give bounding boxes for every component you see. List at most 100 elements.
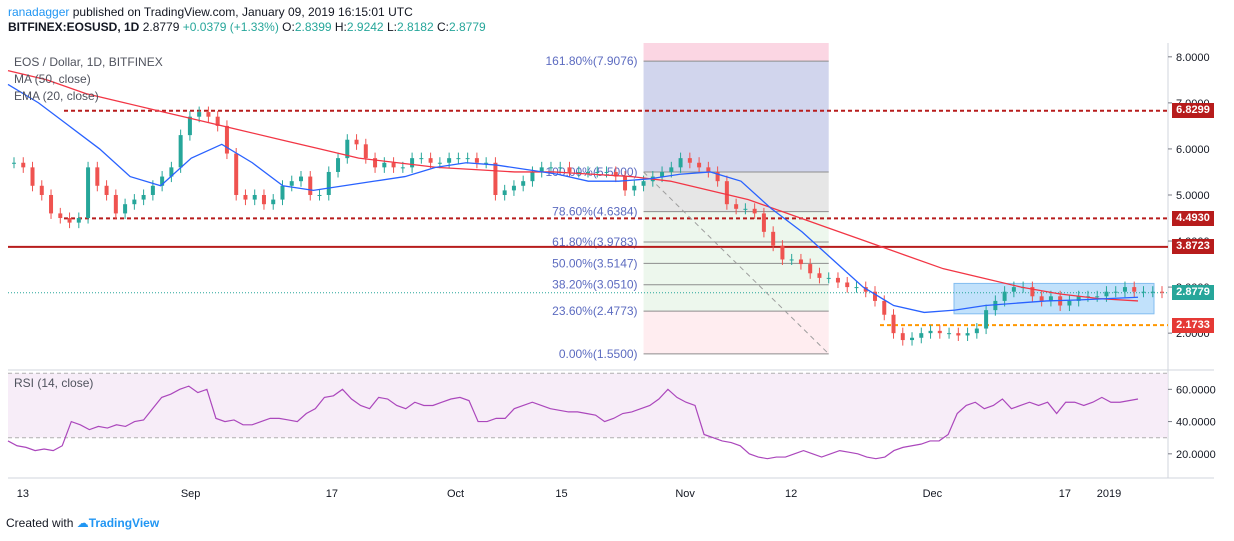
candle: [58, 213, 63, 219]
rsi-legend: RSI (14, close): [14, 376, 94, 390]
footer: Created with ☁TradingView: [6, 516, 159, 530]
candle: [1104, 291, 1109, 297]
candle: [845, 282, 850, 288]
candle: [900, 333, 905, 341]
publish-line: ranadagger published on TradingView.com,…: [8, 5, 486, 20]
candle: [613, 171, 618, 177]
candle: [1011, 287, 1016, 292]
candle: [419, 158, 424, 160]
candle: [141, 194, 146, 200]
candle: [299, 176, 303, 182]
candle: [39, 185, 44, 195]
fib-level-label: 50.00%(3.5147): [552, 256, 637, 270]
candle: [835, 277, 840, 283]
candle: [641, 181, 646, 186]
candle: [817, 273, 822, 278]
candle: [826, 277, 831, 279]
candle: [197, 112, 202, 117]
price-label-2.8779: 2.8779: [1172, 285, 1214, 301]
candle: [937, 330, 942, 334]
last-price: 2.8779: [142, 20, 180, 34]
candle: [604, 171, 609, 173]
candle: [215, 116, 220, 126]
quote-line: BITFINEX:EOSUSD, 1D 2.8779 +0.0379 (+1.3…: [8, 20, 486, 35]
x-tick-label: Nov: [675, 488, 695, 500]
candle: [798, 259, 803, 265]
candle: [965, 333, 970, 336]
candle: [1067, 300, 1072, 306]
candle: [567, 167, 572, 172]
high-value: 2.9242: [346, 20, 384, 34]
rsi-band-fill: [8, 373, 1168, 438]
candle: [1095, 296, 1100, 298]
candle: [910, 337, 915, 341]
fib-level-label: 161.80%(7.9076): [545, 54, 637, 68]
candle: [974, 328, 979, 334]
candle: [521, 181, 526, 186]
candle: [947, 333, 952, 335]
candle: [317, 194, 322, 196]
candle: [456, 158, 461, 160]
candle: [160, 176, 165, 186]
candle: [539, 167, 544, 172]
x-tick-label: 17: [1059, 488, 1071, 500]
x-tick-label: Oct: [447, 488, 464, 500]
tradingview-logo[interactable]: ☁TradingView: [76, 516, 160, 530]
candle: [984, 310, 989, 329]
legend-title: EOS / Dollar, 1D, BITFINEX: [14, 55, 163, 69]
candle: [336, 158, 341, 172]
candle: [86, 167, 91, 219]
fib-level-label: 78.60%(4.6384): [552, 205, 637, 219]
candle: [1002, 291, 1007, 301]
author-link[interactable]: ranadagger: [8, 5, 70, 19]
candle: [548, 167, 553, 169]
low-value: 2.8182: [396, 20, 434, 34]
candle: [808, 264, 813, 274]
candle: [123, 204, 128, 214]
candle: [687, 158, 692, 163]
candle: [919, 333, 924, 338]
candle: [771, 231, 776, 246]
candle: [511, 185, 516, 191]
candle: [169, 167, 174, 177]
candle: [678, 158, 683, 168]
candle: [789, 259, 794, 261]
symbol-label: BITFINEX:EOSUSD, 1D: [8, 20, 140, 34]
candle: [956, 333, 961, 336]
fib-level-label: 0.00%(1.5500): [559, 347, 638, 361]
candle: [558, 167, 563, 169]
fib-level-label: 23.60%(2.4773): [552, 304, 637, 318]
candle: [363, 144, 368, 159]
candle: [882, 300, 887, 315]
candle: [530, 171, 535, 182]
candle: [1141, 291, 1146, 293]
ma-50-line: [7, 70, 1139, 302]
candle: [252, 194, 257, 200]
x-tick-label: 13: [17, 488, 29, 500]
candle: [437, 162, 442, 164]
candle: [447, 158, 452, 163]
candle: [697, 162, 702, 168]
candle: [1113, 291, 1118, 293]
candle: [113, 194, 118, 214]
close-value: 2.8779: [449, 20, 486, 34]
rsi-tick-label: 60.0000: [1176, 384, 1216, 396]
fib-level-label: 61.80%(3.9783): [552, 235, 637, 249]
price-label-3.8723: 3.8723: [1172, 239, 1214, 255]
candle: [706, 167, 711, 172]
candle: [224, 125, 229, 154]
candle: [1122, 287, 1127, 292]
candle: [465, 158, 470, 160]
open-label: O:: [282, 20, 295, 34]
legend-ema: EMA (20, close): [14, 89, 99, 103]
candle: [400, 167, 405, 169]
candle: [289, 181, 294, 186]
candle: [595, 171, 600, 173]
candle: [76, 218, 81, 223]
candle: [428, 158, 433, 163]
candle: [206, 112, 211, 117]
fib-top-band: [643, 43, 829, 62]
candle: [1150, 291, 1155, 293]
candle: [187, 116, 192, 136]
